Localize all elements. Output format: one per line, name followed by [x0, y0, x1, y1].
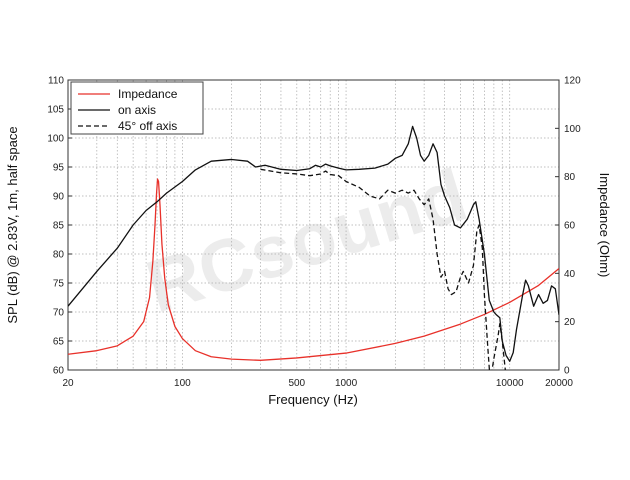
y-left-tick-label: 80	[53, 250, 65, 261]
y-right-tick-label: 40	[564, 269, 576, 280]
y-left-tick-label: 70	[53, 308, 65, 319]
y-left-tick-label: 85	[53, 221, 65, 232]
y-right-tick-label: 80	[564, 172, 576, 183]
y-right-tick-label: 0	[564, 366, 570, 377]
y-left-tick-label: 95	[53, 163, 65, 174]
series-layer	[68, 125, 559, 370]
x-tick-label: 500	[288, 378, 305, 389]
chart-grid	[67, 79, 560, 371]
legend-label-impedance: Impedance	[118, 87, 178, 101]
y-axis-left-label: SPL (dB) @ 2.83V, 1m, half space	[5, 126, 20, 323]
x-tick-label: 1000	[335, 378, 358, 389]
x-tick-label: 10000	[496, 378, 524, 389]
legend-label-on-axis: on axis	[118, 103, 156, 117]
y-right-tick-label: 60	[564, 221, 576, 232]
y-right-tick-label: 20	[564, 317, 576, 328]
x-tick-label: 20000	[545, 378, 573, 389]
x-axis-label: Frequency (Hz)	[268, 392, 358, 407]
y-left-tick-label: 110	[48, 76, 64, 87]
y-right-tick-label: 120	[564, 76, 581, 87]
y-right-tick-label: 100	[564, 124, 581, 135]
y-left-tick-label: 100	[47, 134, 64, 145]
tick-labels: 20 100 500 1000 10000 20000606570758085909510…	[47, 76, 581, 390]
series-line-on-axis	[68, 125, 559, 362]
legend-box	[70, 81, 204, 135]
y-left-tick-label: 105	[47, 105, 64, 116]
x-tick-label: 20	[62, 378, 74, 389]
y-left-tick-label: 75	[53, 279, 65, 290]
y-axis-right-label: Impedance (Ohm)	[597, 173, 612, 278]
y-left-tick-label: 90	[53, 192, 65, 203]
series-line-impedance	[68, 178, 559, 361]
x-tick-label: 100	[174, 378, 191, 389]
y-left-tick-label: 65	[53, 337, 65, 348]
watermark-text: RCsound	[137, 153, 476, 329]
legend-label-45-off-axis: 45° off axis	[118, 119, 177, 133]
series-line-45-off-axis	[260, 168, 506, 370]
legend: Impedance on axis 45° off axis	[70, 81, 204, 135]
y-left-tick-label: 60	[53, 366, 65, 377]
